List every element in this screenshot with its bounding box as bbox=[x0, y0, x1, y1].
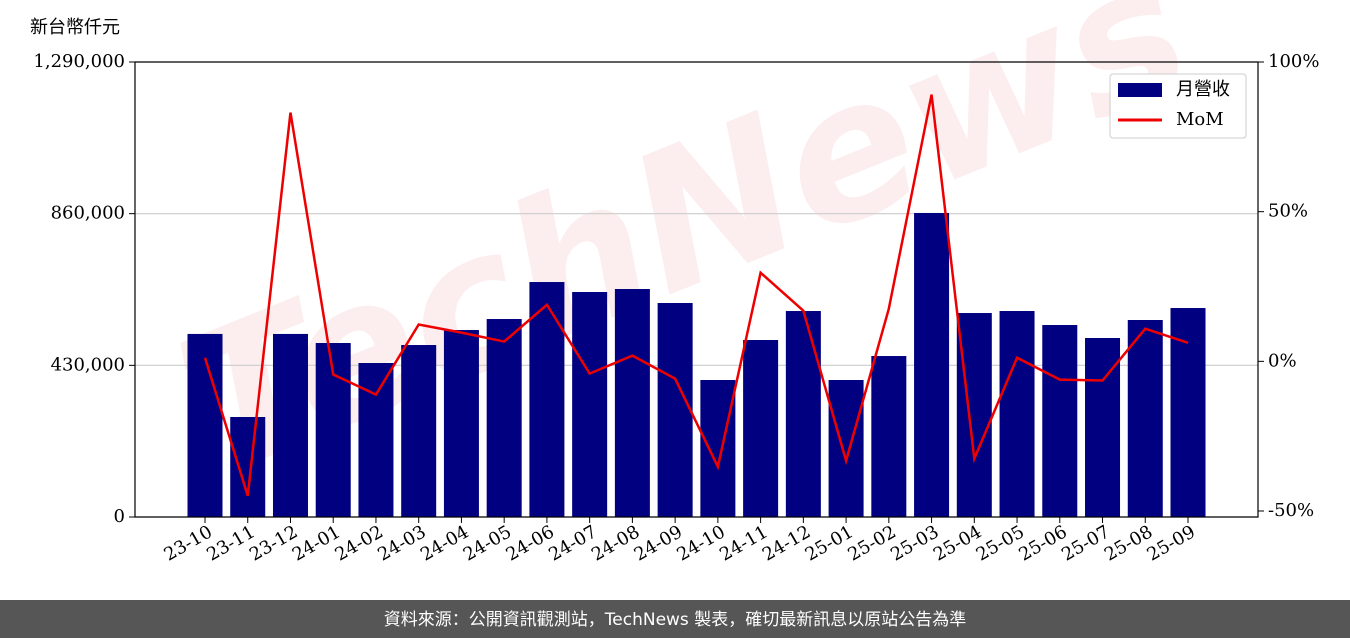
x-tick-label: 24-05 bbox=[460, 521, 515, 565]
x-tick-label: 24-09 bbox=[631, 521, 686, 565]
bar bbox=[272, 333, 308, 517]
bar bbox=[743, 340, 779, 517]
x-tick-label: 25-07 bbox=[1058, 521, 1113, 565]
y2-tick-label: 0% bbox=[1268, 350, 1297, 371]
bar bbox=[828, 380, 864, 517]
bar bbox=[871, 356, 907, 517]
bar bbox=[1042, 325, 1078, 517]
legend-label: MoM bbox=[1176, 109, 1224, 130]
bar bbox=[187, 333, 223, 517]
x-tick-label: 24-02 bbox=[332, 521, 387, 565]
bar bbox=[914, 212, 950, 517]
bar bbox=[1170, 308, 1206, 517]
y-axis-label: 新台幣仟元 bbox=[30, 17, 120, 38]
bar bbox=[486, 319, 522, 517]
bar bbox=[401, 345, 437, 517]
bar bbox=[230, 417, 266, 517]
bar bbox=[443, 330, 479, 517]
bar bbox=[1127, 320, 1163, 517]
x-tick-label: 25-08 bbox=[1101, 521, 1156, 565]
x-tick-label: 25-01 bbox=[802, 521, 857, 565]
bar bbox=[358, 363, 394, 517]
x-tick-label: 24-06 bbox=[502, 521, 557, 565]
legend-swatch bbox=[1118, 83, 1162, 97]
x-tick-label: 24-07 bbox=[545, 521, 600, 565]
bar bbox=[700, 380, 736, 517]
x-tick-label: 23-12 bbox=[246, 521, 301, 565]
bar bbox=[657, 303, 693, 517]
x-tick-label: 24-11 bbox=[716, 521, 771, 565]
bar bbox=[529, 282, 565, 517]
bar bbox=[999, 311, 1035, 517]
x-tick-label: 24-12 bbox=[759, 521, 814, 565]
y2-tick-label: 100% bbox=[1268, 51, 1319, 72]
bar bbox=[956, 313, 992, 517]
y-tick-label: 1,290,000 bbox=[33, 51, 125, 72]
x-tick-label: 25-02 bbox=[844, 521, 899, 565]
legend-label: 月營收 bbox=[1176, 79, 1230, 100]
x-tick-label: 23-11 bbox=[203, 521, 258, 565]
y2-tick-label: -50% bbox=[1268, 500, 1314, 521]
bar bbox=[572, 292, 608, 517]
y-tick-label: 430,000 bbox=[51, 354, 125, 375]
x-tick-label: 24-03 bbox=[374, 521, 429, 565]
x-tick-label: 25-03 bbox=[887, 521, 942, 565]
x-tick-label: 24-01 bbox=[289, 521, 344, 565]
footer-text: 資料來源：公開資訊觀測站，TechNews 製表，確切最新訊息以原站公告為準 bbox=[384, 610, 966, 630]
line bbox=[203, 94, 1189, 497]
bar bbox=[614, 289, 650, 517]
x-tick-label: 24-10 bbox=[673, 521, 728, 565]
footer-bar bbox=[0, 600, 1350, 638]
x-tick-label: 25-09 bbox=[1144, 521, 1199, 565]
x-tick-label: 23-10 bbox=[161, 521, 216, 565]
plot-frame bbox=[134, 61, 1259, 518]
x-tick-label: 25-05 bbox=[973, 521, 1028, 565]
x-tick-label: 25-06 bbox=[1015, 521, 1070, 565]
bar bbox=[785, 311, 821, 517]
x-tick-label: 24-04 bbox=[417, 521, 472, 565]
y-tick-label: 860,000 bbox=[51, 203, 125, 224]
y-tick-label: 0 bbox=[114, 506, 125, 527]
x-tick-label: 25-04 bbox=[930, 521, 985, 565]
y2-tick-label: 50% bbox=[1268, 201, 1308, 222]
x-tick-label: 24-08 bbox=[588, 521, 643, 565]
